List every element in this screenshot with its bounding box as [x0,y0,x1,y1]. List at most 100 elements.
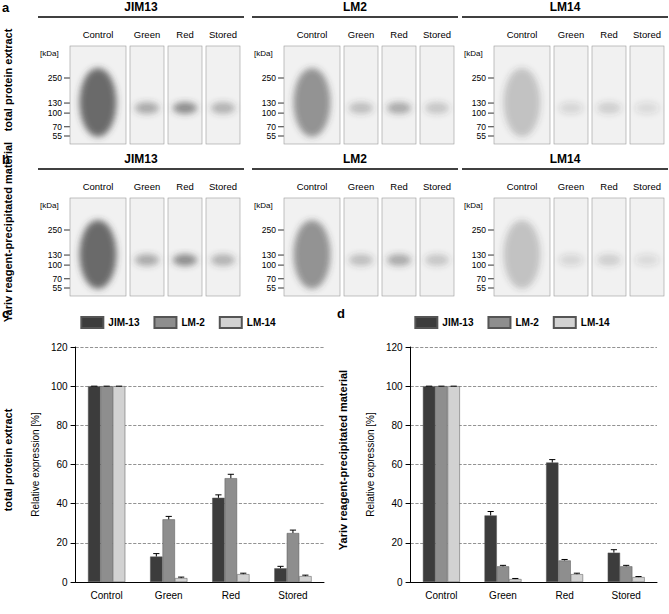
svg-text:Relative expression [%]: Relative expression [%] [365,412,376,517]
svg-text:c: c [2,306,9,321]
svg-text:Green: Green [134,29,160,40]
svg-text:250: 250 [48,73,62,83]
svg-text:LM2: LM2 [343,0,367,14]
svg-text:Green: Green [348,181,374,192]
svg-text:[kDa]: [kDa] [40,201,59,210]
svg-text:Yariv reagent-precipitated mat: Yariv reagent-precipitated material [2,142,14,322]
svg-text:55: 55 [267,283,277,293]
svg-text:55: 55 [477,131,487,141]
svg-text:80: 80 [391,420,403,431]
svg-text:Green: Green [558,181,584,192]
svg-text:250: 250 [472,73,486,83]
svg-text:250: 250 [48,225,62,235]
svg-text:LM14: LM14 [550,0,581,14]
svg-text:Red: Red [600,29,617,40]
svg-text:JIM-13: JIM-13 [108,317,140,328]
svg-text:Stored: Stored [611,590,640,601]
svg-text:40: 40 [56,498,68,509]
svg-text:55: 55 [267,131,277,141]
svg-text:a: a [2,0,10,15]
svg-text:20: 20 [56,537,68,548]
svg-text:[kDa]: [kDa] [254,201,273,210]
svg-text:Control: Control [83,181,114,192]
svg-text:100: 100 [472,260,486,270]
svg-text:total protein extract: total protein extract [2,408,14,511]
svg-text:60: 60 [56,459,68,470]
svg-text:Stored: Stored [209,29,237,40]
svg-text:55: 55 [477,283,487,293]
svg-text:Green: Green [348,29,374,40]
svg-text:Stored: Stored [633,29,661,40]
svg-text:[kDa]: [kDa] [464,201,483,210]
svg-text:Green: Green [558,29,584,40]
svg-text:100: 100 [262,108,276,118]
svg-text:Green: Green [155,590,183,601]
svg-text:100: 100 [48,260,62,270]
svg-text:JIM-13: JIM-13 [442,317,474,328]
svg-text:Red: Red [176,181,193,192]
svg-text:130: 130 [48,98,62,108]
svg-text:55: 55 [53,131,63,141]
svg-text:Control: Control [507,181,538,192]
svg-text:Control: Control [297,181,328,192]
svg-text:LM-2: LM-2 [515,317,539,328]
svg-text:Stored: Stored [209,181,237,192]
svg-text:120: 120 [386,342,403,353]
svg-text:b: b [2,152,10,167]
svg-text:[kDa]: [kDa] [254,49,273,58]
svg-text:Control: Control [91,590,123,601]
svg-text:Red: Red [222,590,240,601]
svg-text:LM-14: LM-14 [581,317,610,328]
svg-text:Red: Red [390,29,407,40]
svg-text:130: 130 [48,250,62,260]
svg-text:Control: Control [83,29,114,40]
svg-text:130: 130 [472,250,486,260]
svg-text:[kDa]: [kDa] [464,49,483,58]
svg-text:Stored: Stored [633,181,661,192]
svg-text:LM2: LM2 [343,152,367,166]
svg-text:100: 100 [51,381,68,392]
svg-text:70: 70 [52,121,62,132]
svg-text:Red: Red [600,181,617,192]
svg-text:130: 130 [262,250,276,260]
svg-text:130: 130 [262,98,276,108]
svg-text:130: 130 [472,98,486,108]
svg-text:20: 20 [391,537,403,548]
svg-text:Control: Control [297,29,328,40]
svg-text:Red: Red [390,181,407,192]
svg-text:40: 40 [391,498,403,509]
svg-text:LM14: LM14 [550,152,581,166]
svg-text:Control: Control [507,29,538,40]
svg-text:Red: Red [176,29,193,40]
svg-text:100: 100 [386,381,403,392]
svg-text:250: 250 [472,225,486,235]
svg-text:0: 0 [62,577,68,588]
svg-text:Stored: Stored [423,181,451,192]
svg-text:LM-14: LM-14 [247,317,276,328]
svg-text:JIM13: JIM13 [124,152,158,166]
svg-text:Relative expression [%]: Relative expression [%] [30,412,41,517]
svg-text:LM-2: LM-2 [181,317,205,328]
svg-text:Stored: Stored [278,590,307,601]
svg-text:Control: Control [425,590,457,601]
svg-text:70: 70 [266,121,276,132]
svg-text:250: 250 [262,225,276,235]
svg-text:d: d [337,306,345,321]
svg-text:[kDa]: [kDa] [40,49,59,58]
svg-text:55: 55 [53,283,63,293]
svg-text:Yariv reagent-precipitated mat: Yariv reagent-precipitated material [337,370,349,550]
svg-text:total protein extract: total protein extract [2,28,14,131]
svg-text:100: 100 [48,108,62,118]
svg-text:Green: Green [134,181,160,192]
svg-text:80: 80 [56,420,68,431]
svg-text:Stored: Stored [423,29,451,40]
svg-text:0: 0 [397,577,403,588]
svg-text:Red: Red [555,590,573,601]
svg-text:Green: Green [489,590,517,601]
svg-text:100: 100 [262,260,276,270]
svg-text:120: 120 [51,342,68,353]
svg-text:60: 60 [391,459,403,470]
svg-text:100: 100 [472,108,486,118]
svg-text:JIM13: JIM13 [124,0,158,14]
svg-text:250: 250 [262,73,276,83]
